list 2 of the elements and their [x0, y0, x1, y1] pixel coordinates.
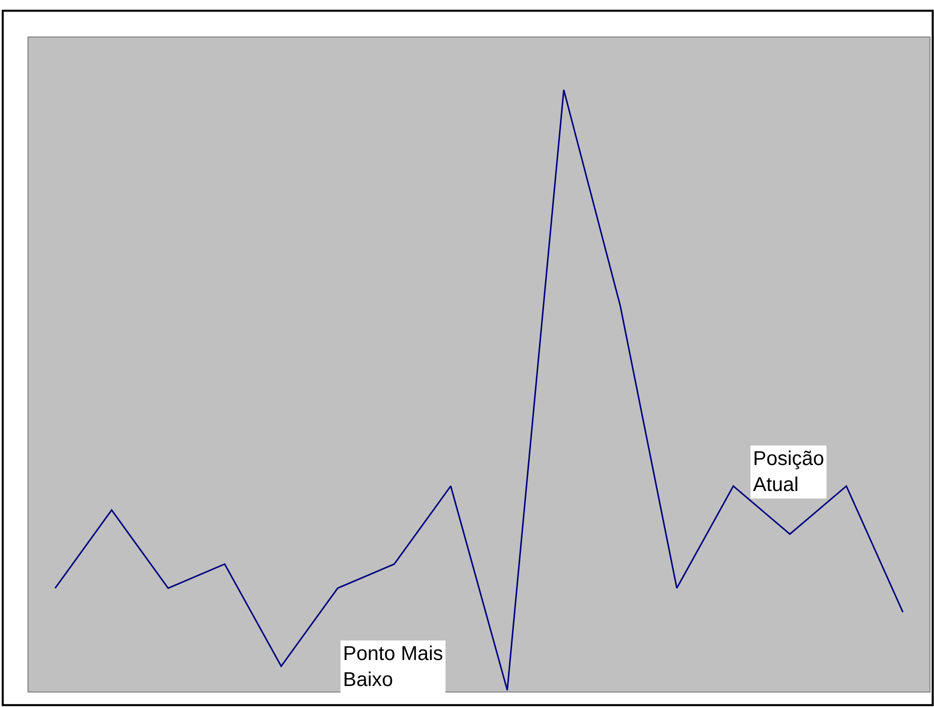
annotation: Ponto Mais Baixo — [343, 643, 444, 691]
annotation: Posição Atual — [753, 448, 824, 496]
